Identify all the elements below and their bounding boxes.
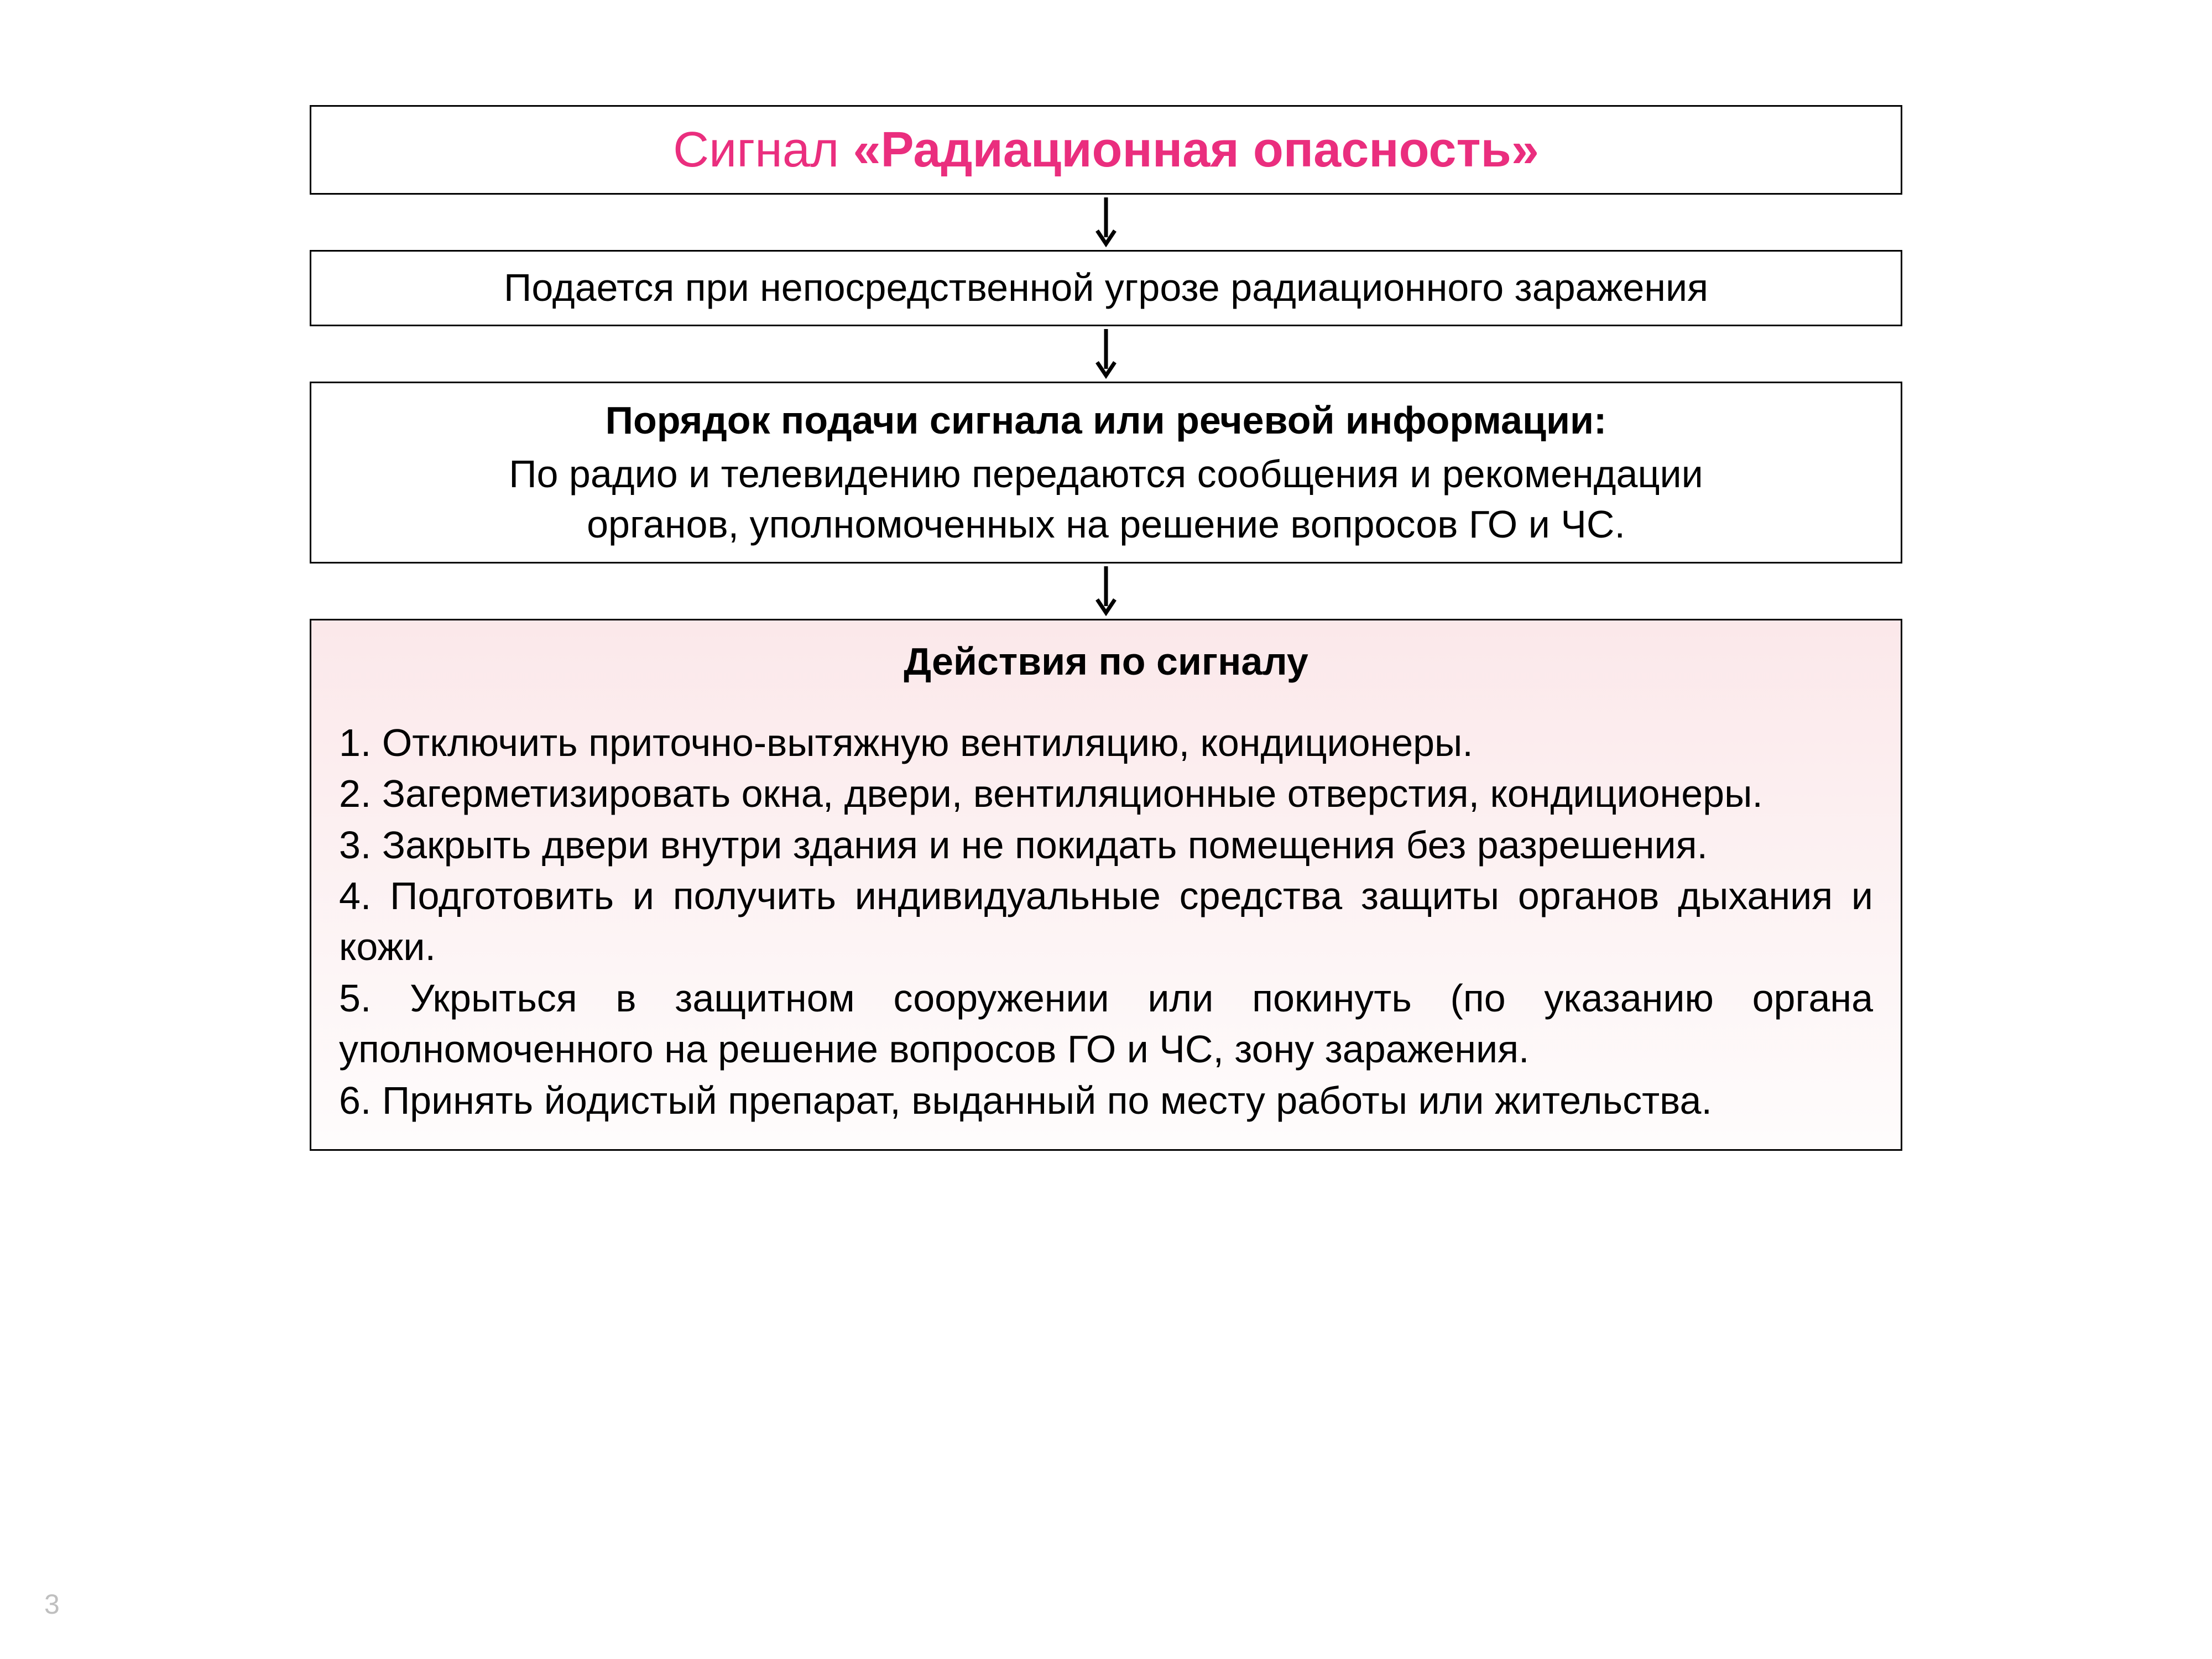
subtitle-box: Подается при непосредственной угрозе рад… xyxy=(310,250,1902,326)
arrow-down-icon xyxy=(1094,197,1118,247)
arrow-3 xyxy=(310,564,1902,619)
action-item: 1. Отключить приточно-вытяжную вентиляци… xyxy=(339,717,1873,768)
page-number: 3 xyxy=(44,1588,60,1620)
actions-list: 1. Отключить приточно-вытяжную вентиляци… xyxy=(339,717,1873,1126)
arrow-down-icon xyxy=(1094,566,1118,616)
title-main: «Радиационная опасность» xyxy=(853,122,1539,178)
action-item: 2. Загерметизировать окна, двери, вентил… xyxy=(339,768,1873,819)
action-item: 3. Закрыть двери внутри здания и не поки… xyxy=(339,820,1873,870)
actions-box: Действия по сигналу 1. Отключить приточн… xyxy=(310,619,1902,1151)
actions-heading: Действия по сигналу xyxy=(339,636,1873,687)
flowchart-container: Сигнал «Радиационная опасность» Подается… xyxy=(310,105,1902,1151)
arrow-2 xyxy=(310,326,1902,382)
title-prefix: Сигнал xyxy=(673,122,853,178)
arrow-1 xyxy=(310,195,1902,250)
title-box: Сигнал «Радиационная опасность» xyxy=(310,105,1902,195)
action-item: 4. Подготовить и получить индивидуальные… xyxy=(339,870,1873,973)
action-item: 6. Принять йодистый препарат, выданный п… xyxy=(339,1075,1873,1126)
procedure-heading: Порядок подачи сигнала или речевой инфор… xyxy=(345,395,1867,446)
procedure-body-1: По радио и телевидению передаются сообще… xyxy=(345,449,1867,499)
procedure-body-2: органов, уполномоченных на решение вопро… xyxy=(345,499,1867,550)
action-item: 5. Укрыться в защитном сооружении или по… xyxy=(339,973,1873,1075)
arrow-down-icon xyxy=(1094,329,1118,379)
procedure-box: Порядок подачи сигнала или речевой инфор… xyxy=(310,382,1902,564)
subtitle-text: Подается при непосредственной угрозе рад… xyxy=(504,266,1708,309)
